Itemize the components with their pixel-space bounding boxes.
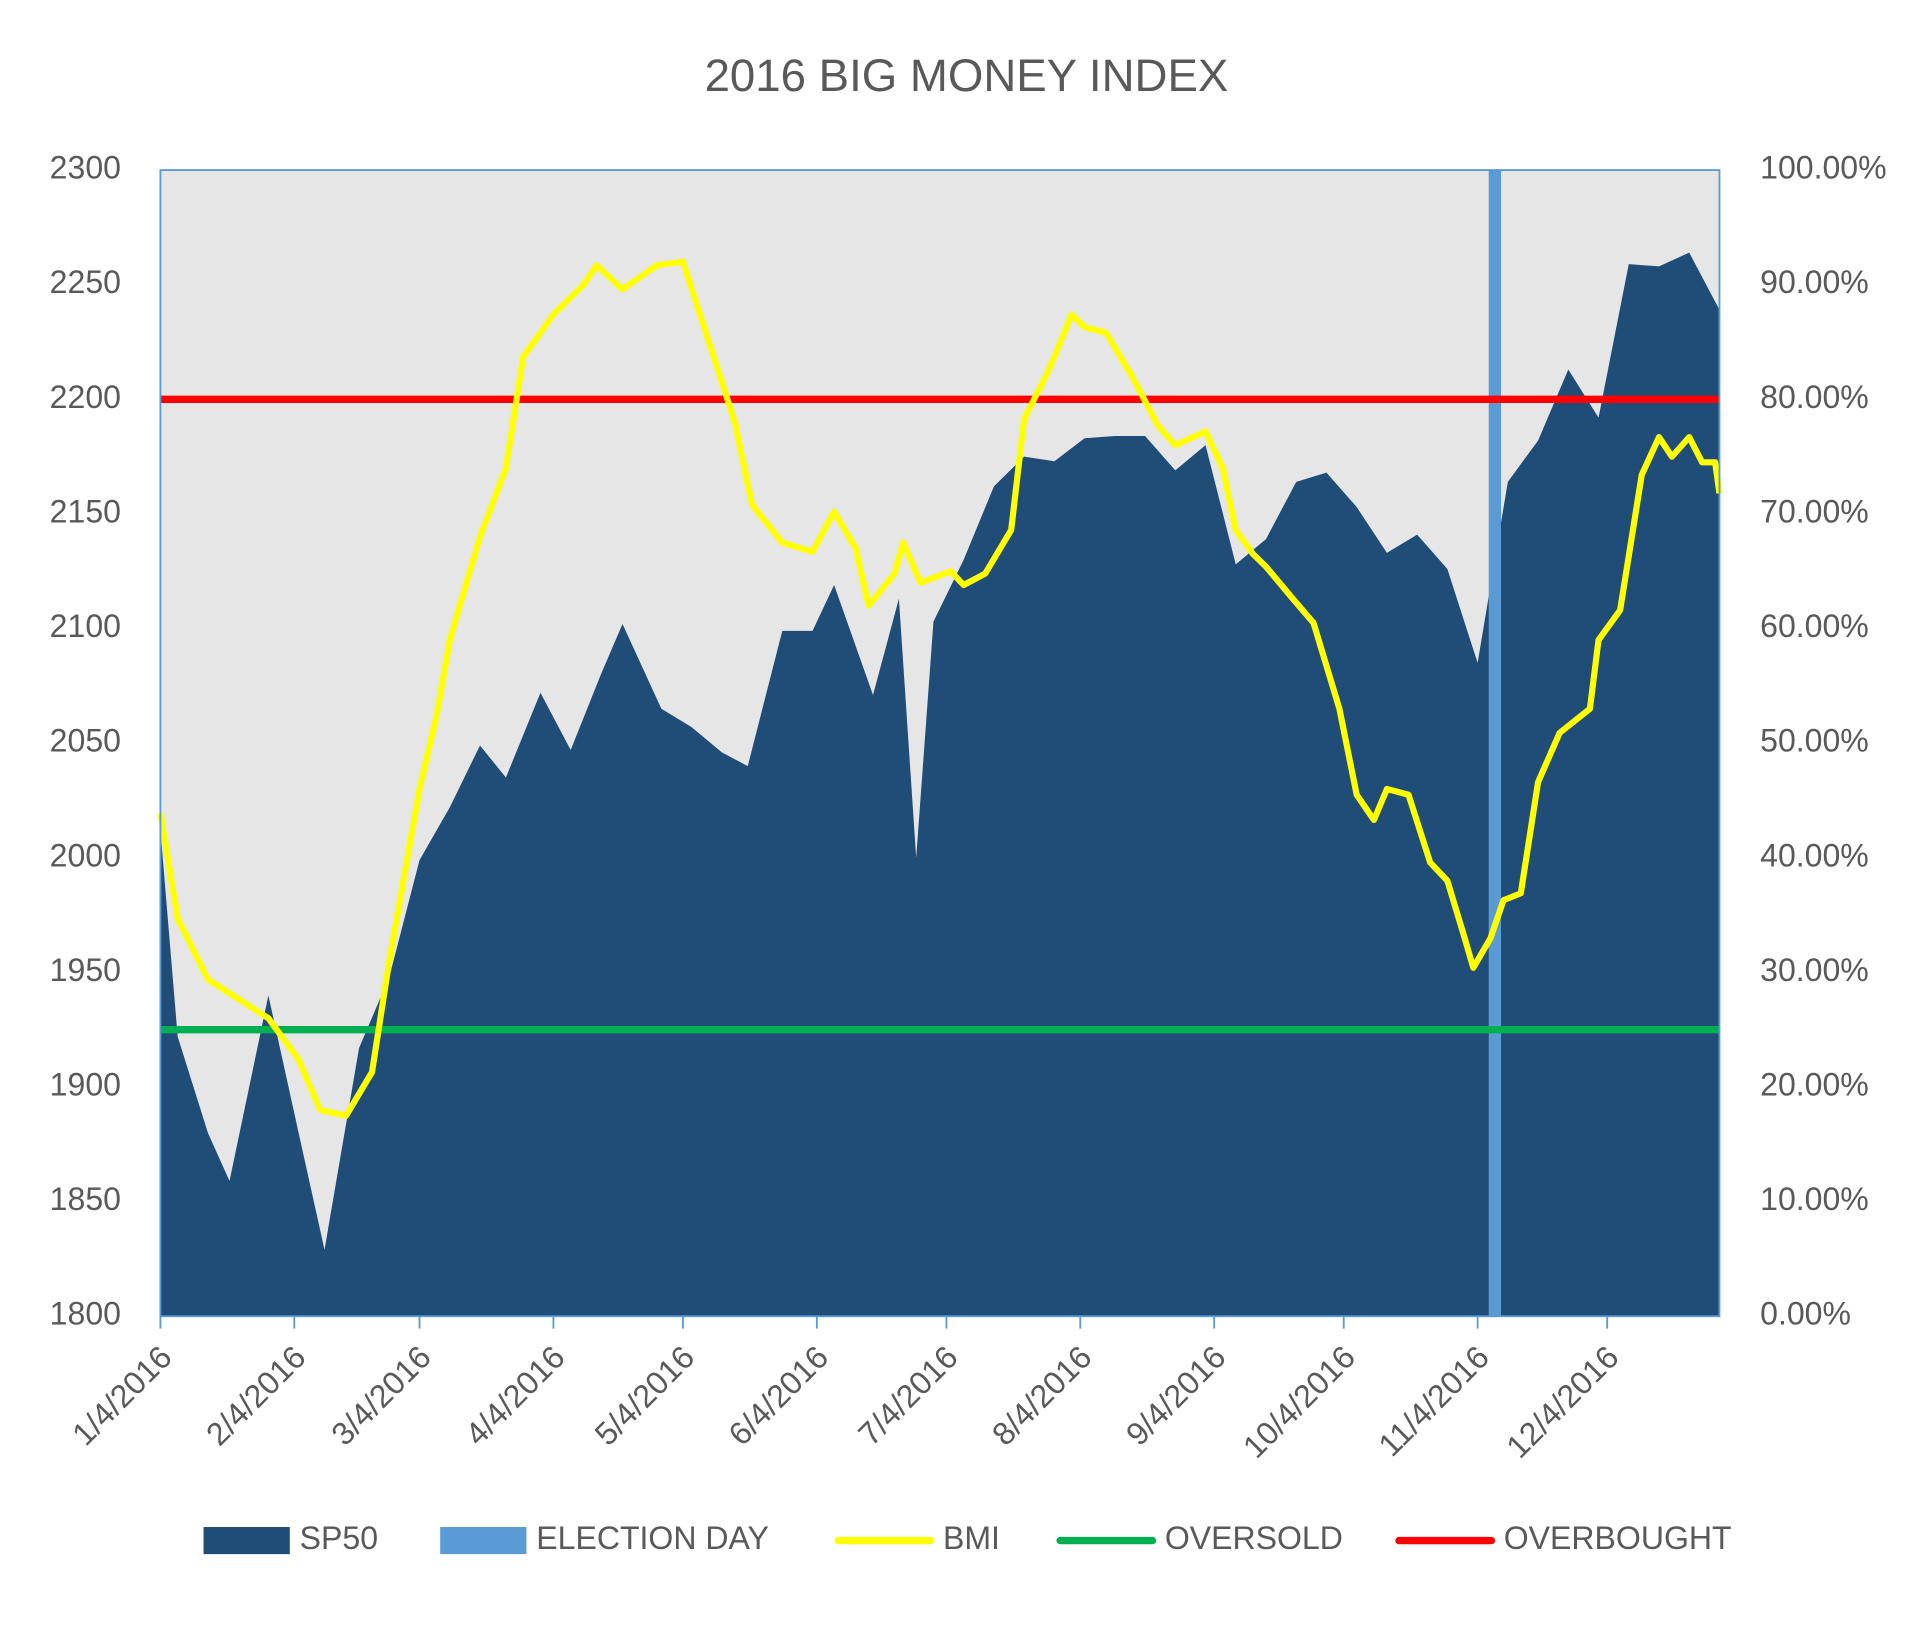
- y-tick-label: 1900: [50, 1066, 121, 1102]
- legend-label: BMI: [943, 1520, 1000, 1556]
- legend-swatch: [203, 1527, 290, 1555]
- x-tick-label: 2/4/2016: [199, 1339, 313, 1453]
- x-tick-label: 7/4/2016: [851, 1339, 965, 1453]
- x-tick-label: 1/4/2016: [65, 1339, 179, 1453]
- y2-tick-label: 40.00%: [1760, 837, 1869, 873]
- y-tick-label: 2000: [50, 837, 121, 873]
- x-tick-label: 12/4/2016: [1499, 1339, 1625, 1465]
- x-tick-label: 9/4/2016: [1119, 1339, 1233, 1453]
- legend-label: OVERSOLD: [1165, 1520, 1343, 1556]
- legend-label: SP50: [300, 1520, 378, 1556]
- y-tick-label: 2150: [50, 493, 121, 529]
- y2-tick-label: 60.00%: [1760, 608, 1869, 644]
- x-tick-label: 8/4/2016: [985, 1339, 1099, 1453]
- y-tick-label: 2200: [50, 379, 121, 415]
- y2-tick-label: 100.00%: [1760, 150, 1886, 186]
- y-tick-label: 2250: [50, 264, 121, 300]
- y-tick-label: 2100: [50, 608, 121, 644]
- x-tick-label: 5/4/2016: [588, 1339, 702, 1453]
- x-tick-label: 3/4/2016: [324, 1339, 438, 1453]
- y2-tick-label: 10.00%: [1760, 1181, 1869, 1217]
- election-band: [1488, 170, 1502, 1317]
- legend-label: OVERBOUGHT: [1504, 1520, 1732, 1556]
- y-tick-label: 1850: [50, 1181, 121, 1217]
- y-tick-label: 2300: [50, 150, 121, 186]
- y2-tick-label: 90.00%: [1760, 264, 1869, 300]
- y2-tick-label: 80.00%: [1760, 379, 1869, 415]
- y2-tick-label: 50.00%: [1760, 723, 1869, 759]
- y2-tick-label: 20.00%: [1760, 1066, 1869, 1102]
- legend-swatch: [440, 1527, 527, 1555]
- plot-border: [159, 169, 1721, 1318]
- x-tick-label: 10/4/2016: [1236, 1339, 1362, 1465]
- x-tick-label: 11/4/2016: [1371, 1339, 1496, 1464]
- chart-title: 2016 BIG MONEY INDEX: [705, 50, 1229, 101]
- y2-tick-label: 30.00%: [1760, 952, 1869, 988]
- y2-tick-label: 70.00%: [1760, 493, 1869, 529]
- y-tick-label: 2050: [50, 723, 121, 759]
- y-tick-label: 1800: [50, 1296, 121, 1332]
- area: [160, 252, 1720, 1317]
- line: [157, 258, 1723, 1119]
- x-tick-label: 6/4/2016: [722, 1339, 836, 1453]
- legend-label: ELECTION DAY: [536, 1520, 769, 1556]
- y2-tick-label: 0.00%: [1760, 1296, 1851, 1332]
- y-tick-label: 1950: [50, 952, 121, 988]
- x-tick-label: 4/4/2016: [458, 1339, 572, 1453]
